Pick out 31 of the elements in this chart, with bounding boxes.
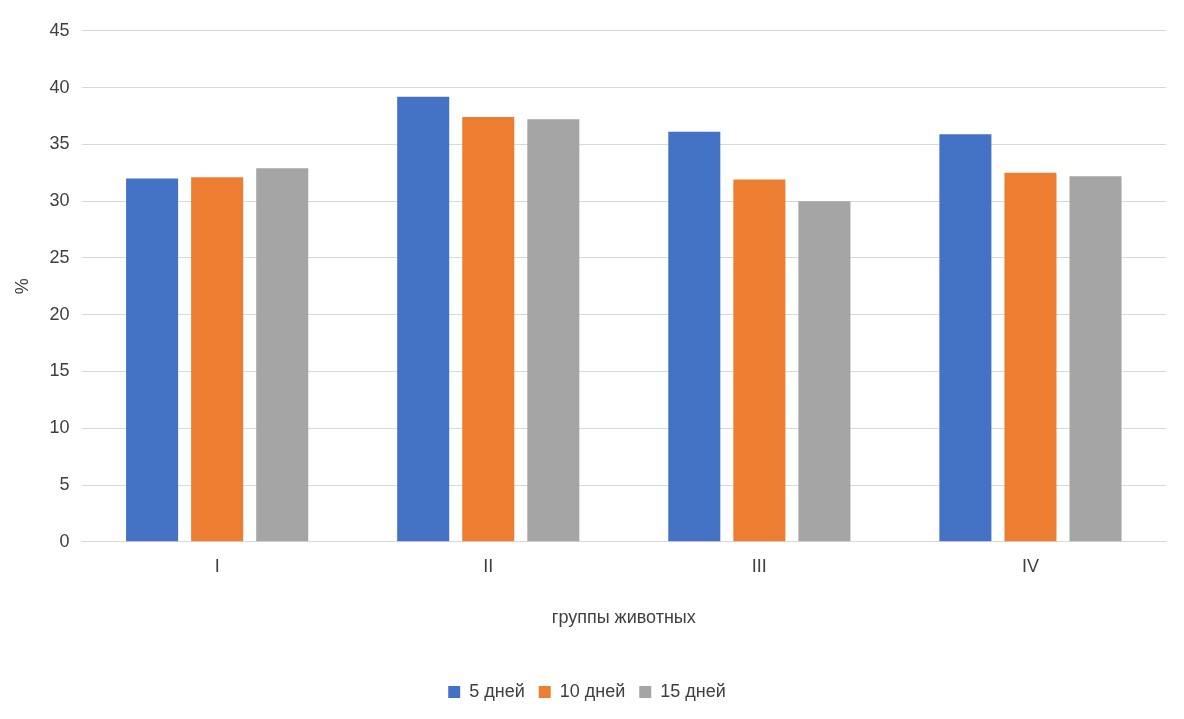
x-tick-label: I [214,555,220,576]
y-tick-label: 20 [49,303,70,324]
y-axis-title: % [11,278,32,295]
bar [256,168,309,542]
x-axis-title: группы животных [551,607,696,628]
legend-label: 5 дней [469,680,525,701]
y-tick-label: 25 [49,246,70,267]
y-tick-label: 15 [49,360,70,381]
y-tick-label: 45 [49,19,70,40]
x-tick-label: IV [1021,555,1039,576]
x-tick-label: II [483,555,494,576]
legend-label: 10 дней [559,680,626,701]
bar [798,201,851,542]
y-tick-label: 30 [49,190,70,211]
bar [397,96,450,542]
bar [191,177,244,542]
bar [733,179,786,542]
y-tick-label: 35 [49,133,70,154]
bar [527,119,580,542]
x-tick-label: III [751,555,767,576]
y-tick-label: 10 [49,417,70,438]
y-tick-label: 0 [59,530,70,551]
bar [462,117,515,542]
bar [126,178,179,542]
bar [668,131,721,542]
bar [939,134,992,542]
y-tick-label: 40 [49,76,70,97]
y-tick-label: 5 [59,473,70,494]
legend-label: 15 дней [660,680,726,701]
bar [1069,176,1122,542]
bar [1004,172,1057,542]
